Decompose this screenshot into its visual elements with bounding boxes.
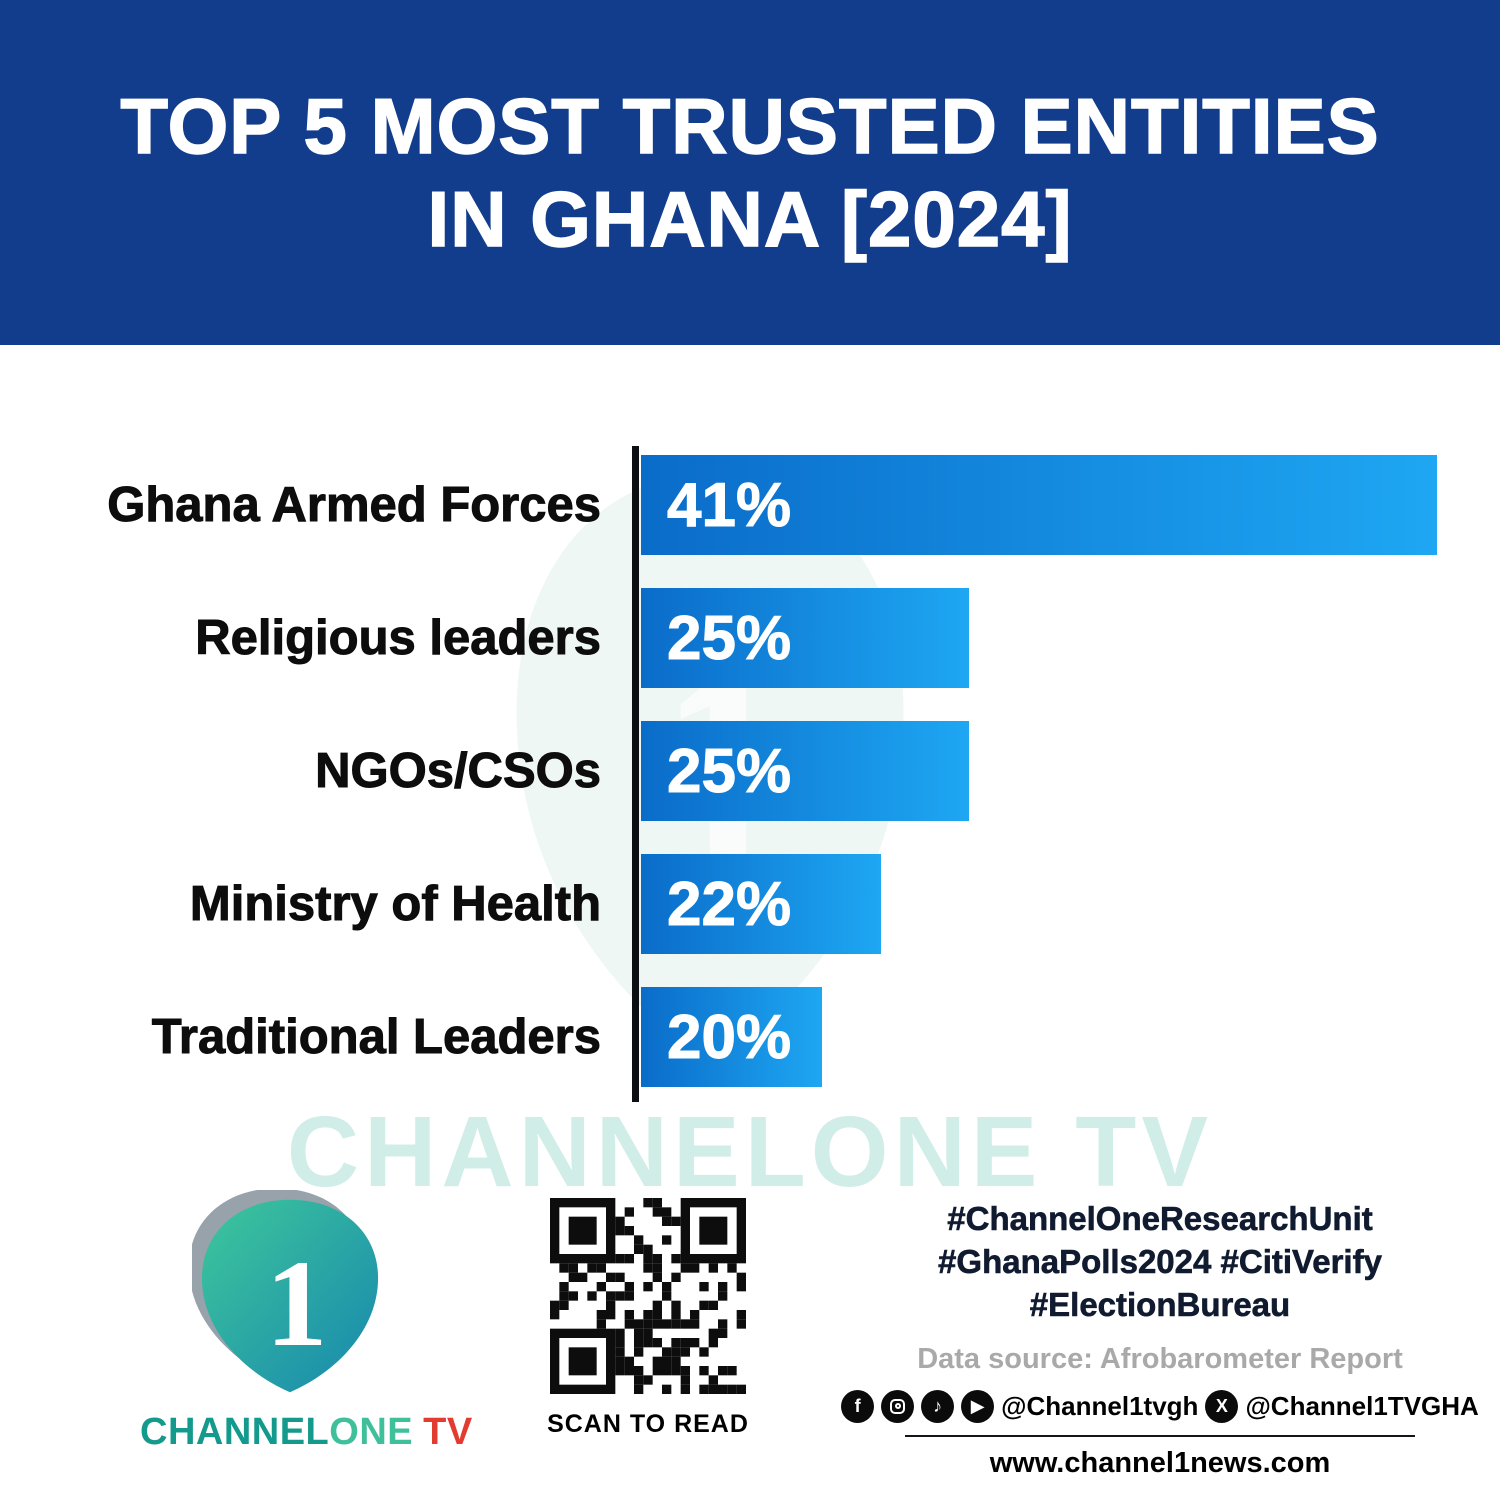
header-banner: TOP 5 MOST TRUSTED ENTITIES IN GHANA [20… [0,0,1500,345]
category-label: Ghana Armed Forces [107,478,602,533]
logo-numeral: 1 [266,1235,328,1372]
brand-watermark: CHANNELONE TV [286,1096,1214,1208]
category-label: Religious leaders [195,611,602,666]
social-row: f ♪ ▶ @Channel1tvgh X @Channel1TVGHA [841,1389,1479,1437]
bar-value-label: 25% [666,603,792,673]
data-source: Data source: Afrobarometer Report [917,1342,1403,1375]
chart-axis-line [632,446,639,1102]
instagram-icon [881,1389,915,1423]
bar: 25% [641,721,969,821]
hashtag-line: #GhanaPolls2024 #CitiVerify [938,1242,1382,1281]
website-url: www.channel1news.com [989,1446,1331,1479]
chart-row: Traditional Leaders 20% [0,987,1500,1087]
youtube-icon: ▶ [961,1389,995,1423]
wordmark-one: ONE [329,1411,414,1453]
hashtag-line: #ChannelOneResearchUnit [947,1200,1373,1238]
qr-block: SCAN TO READ [543,1198,753,1439]
bar-value-label: 41% [666,470,792,540]
chart-row: NGOs/CSOs 25% [0,721,1500,821]
logo-pick-icon: 1 [188,1188,379,1393]
page-title-line-2: IN GHANA [2024] [427,174,1073,264]
bar-value-label: 20% [666,1002,792,1072]
footer-info: #ChannelOneResearchUnit #GhanaPolls2024 … [841,1198,1479,1480]
wordmark-channel: CHANNEL [140,1411,330,1453]
channel-one-logo: 1 CHANNELONE TV [140,1188,472,1454]
category-label: NGOs/CSOs [315,744,602,799]
category-label: Traditional Leaders [151,1010,601,1065]
logo-wordmark: CHANNELONE TV [140,1411,472,1454]
qr-code [550,1198,746,1394]
chart-row: Ministry of Health 22% [0,854,1500,954]
facebook-icon: f [841,1389,875,1423]
bar-value-label: 25% [666,736,792,806]
social-handle-x: @Channel1TVGHA [1245,1390,1479,1421]
bar-value-label: 22% [666,869,792,939]
tiktok-icon: ♪ [921,1389,955,1423]
page-title-line-1: TOP 5 MOST TRUSTED ENTITIES [120,82,1380,172]
bar: 25% [641,588,969,688]
bar: 20% [641,987,822,1087]
chart-row: Religious leaders 25% [0,588,1500,688]
category-label: Ministry of Health [189,877,601,932]
bar: 41% [641,455,1437,555]
x-icon: X [1205,1389,1239,1423]
hashtag-line: #ElectionBureau [1029,1285,1291,1323]
bar-chart: Ghana Armed Forces 41% Religious leaders… [0,455,1500,1087]
chart-row: Ghana Armed Forces 41% [0,455,1500,555]
qr-caption: SCAN TO READ [547,1410,749,1438]
social-handle: @Channel1tvgh [1001,1390,1199,1421]
bar: 22% [641,854,881,954]
wordmark-tv: TV [423,1411,473,1453]
hashtags-block: #ChannelOneResearchUnit #GhanaPolls2024 … [905,1198,1415,1327]
